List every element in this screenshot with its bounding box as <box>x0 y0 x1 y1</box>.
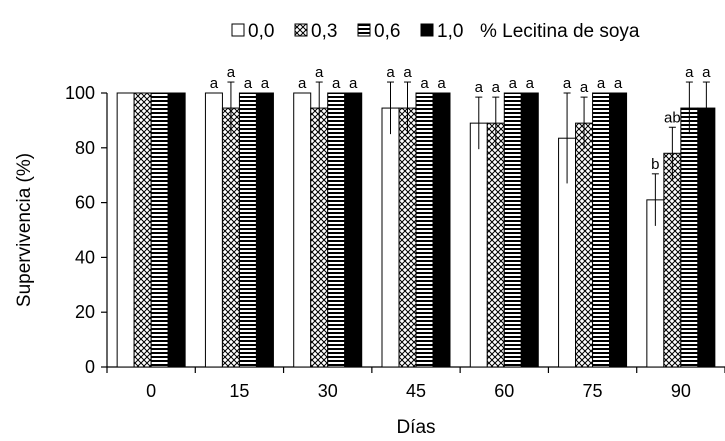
x-tick-label: 90 <box>671 381 691 401</box>
significance-label: a <box>403 64 412 81</box>
bar <box>116 92 135 368</box>
bar <box>150 92 169 368</box>
legend-swatch <box>357 23 371 37</box>
legend-label: 0,0 <box>248 21 274 42</box>
bar <box>415 92 434 368</box>
x-tick-label: 0 <box>146 381 156 401</box>
significance-label: a <box>227 64 236 81</box>
significance-label: a <box>509 75 518 92</box>
significance-label: a <box>526 75 535 92</box>
bar <box>310 107 329 368</box>
significance-label: a <box>614 75 623 92</box>
significance-label: a <box>685 64 694 81</box>
bar <box>398 107 417 368</box>
y-tick-label: 100 <box>65 83 95 103</box>
bar <box>238 92 257 368</box>
y-tick-label: 60 <box>75 193 95 213</box>
x-tick-label: 45 <box>406 381 426 401</box>
bar <box>680 107 699 368</box>
significance-label: a <box>244 75 253 92</box>
significance-label: a <box>437 75 446 92</box>
y-tick-label: 80 <box>75 138 95 158</box>
significance-label: a <box>563 75 572 92</box>
x-axis-title: Días <box>396 417 435 438</box>
bar <box>697 107 716 368</box>
legend-label: 0,6 <box>374 21 400 42</box>
y-tick-label: 20 <box>75 302 95 322</box>
y-tick-label: 0 <box>85 357 95 377</box>
significance-label: a <box>349 75 358 92</box>
bar <box>609 92 628 368</box>
bar <box>293 92 312 368</box>
bar <box>432 92 451 368</box>
legend-swatch <box>294 23 308 37</box>
bar <box>167 92 186 368</box>
significance-label: a <box>386 64 395 81</box>
bar <box>327 92 346 368</box>
bar <box>503 92 522 368</box>
bar <box>663 152 682 368</box>
y-axis-title: Supervivencia (%) <box>14 153 35 307</box>
significance-label: a <box>298 75 307 92</box>
bar <box>575 122 594 368</box>
significance-label: a <box>315 64 324 81</box>
bar <box>486 122 505 368</box>
x-tick-label: 75 <box>583 381 603 401</box>
error-bars-group <box>227 81 710 226</box>
bar <box>344 92 363 368</box>
significance-label: a <box>597 75 606 92</box>
significance-label: b <box>651 156 659 173</box>
significance-label: a <box>420 75 429 92</box>
significance-label: a <box>261 75 270 92</box>
bar <box>520 92 539 368</box>
bar <box>381 107 400 368</box>
significance-label: a <box>332 75 341 92</box>
bar <box>221 107 240 368</box>
x-tick-label: 60 <box>494 381 514 401</box>
x-tick-label: 15 <box>229 381 249 401</box>
significance-label: a <box>492 79 501 96</box>
significance-label: a <box>475 79 484 96</box>
legend-swatch <box>420 23 434 37</box>
significance-label: ab <box>664 109 681 126</box>
significance-label: a <box>210 75 219 92</box>
bars-group <box>116 92 716 368</box>
legend: 0,0 0,3 0,6 1,0 % Lecitina de soya <box>231 21 640 42</box>
legend-label: 0,3 <box>311 21 337 42</box>
legend-label: 1,0 <box>437 21 463 42</box>
axes: 0 20 40 60 80 100 0 15 30 45 60 75 90 <box>65 83 725 401</box>
bar <box>469 122 488 368</box>
legend-swatch <box>231 23 245 37</box>
significance-label: a <box>702 64 711 81</box>
y-tick-label: 40 <box>75 247 95 267</box>
legend-suffix: % Lecitina de soya <box>480 21 640 42</box>
significance-label: a <box>580 79 589 96</box>
bar <box>255 92 274 368</box>
bar <box>133 92 152 368</box>
x-tick-label: 30 <box>318 381 338 401</box>
bar <box>204 92 223 368</box>
bar <box>592 92 611 368</box>
